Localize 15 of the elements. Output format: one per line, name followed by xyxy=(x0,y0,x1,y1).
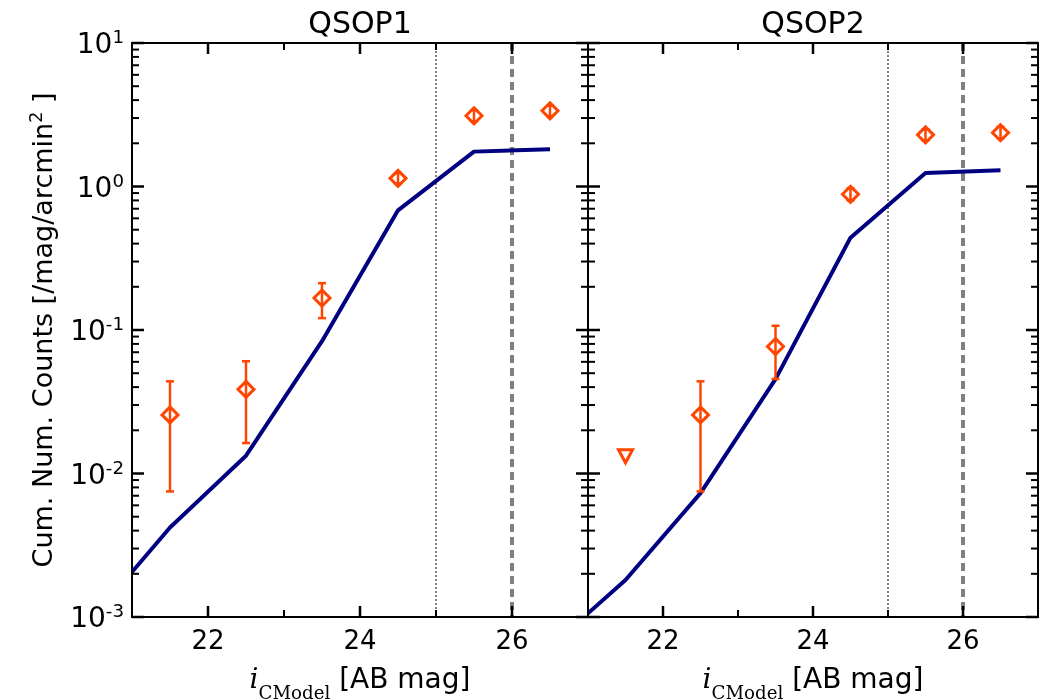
x-tick-label: 22 xyxy=(646,625,680,655)
y-tick-label: 10$^{-1}$ xyxy=(70,312,124,347)
x-tick-label: 24 xyxy=(343,625,377,655)
x-tick-label: 26 xyxy=(495,625,529,655)
chart-title: QSOP1 xyxy=(308,5,412,40)
y-tick-label: 10$^{1}$ xyxy=(76,25,124,60)
y-tick-label: 10$^{0}$ xyxy=(76,169,124,204)
x-tick-label: 22 xyxy=(191,625,225,655)
y-tick-label: 10$^{-3}$ xyxy=(70,599,124,634)
y-tick-label: 10$^{-2}$ xyxy=(70,456,124,491)
x-tick-label: 24 xyxy=(796,625,830,655)
x-axis-title: i$_{CModel}$ [AB mag] xyxy=(249,662,471,700)
x-axis-title: i$_{CModel}$ [AB mag] xyxy=(702,662,924,700)
x-tick-label: 26 xyxy=(946,625,980,655)
chart-title: QSOP2 xyxy=(761,5,865,40)
